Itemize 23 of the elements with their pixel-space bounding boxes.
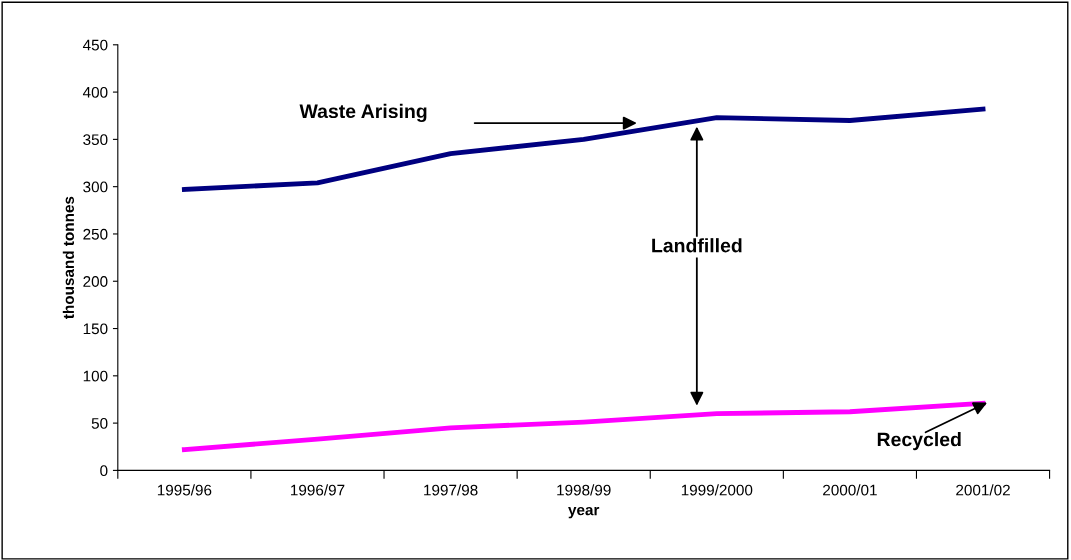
y-tick-label: 100 <box>83 370 108 382</box>
x-tick-label: 2001/02 <box>956 484 1010 496</box>
y-tick-label: 250 <box>83 228 108 240</box>
x-axis-title: year <box>568 506 600 519</box>
annotation: Recycled <box>877 432 961 451</box>
x-tick-label: 2000/01 <box>823 484 877 496</box>
y-tick-label: 450 <box>82 39 108 51</box>
y-axis-title: thousand tonnes <box>62 196 75 319</box>
y-tick-label: 300 <box>83 181 108 193</box>
y-tick-label: 150 <box>83 323 108 335</box>
x-tick-label: 1999/2000 <box>681 484 753 496</box>
y-tick-label: 50 <box>91 417 108 429</box>
line-series <box>181 400 986 453</box>
x-tick-label: 1998/99 <box>557 484 611 496</box>
y-tick-label: 400 <box>82 86 108 98</box>
x-tick-label: 1997/98 <box>424 484 478 496</box>
annotation: Waste Arising <box>299 103 427 122</box>
y-tick-label: 350 <box>83 134 108 146</box>
annotation: Landfilled <box>652 238 742 253</box>
y-tick-label: 200 <box>83 276 108 287</box>
x-tick-label: 1995/96 <box>157 484 212 496</box>
x-tick-label: 1996/97 <box>291 484 345 496</box>
y-tick-label: 0 <box>100 465 108 477</box>
